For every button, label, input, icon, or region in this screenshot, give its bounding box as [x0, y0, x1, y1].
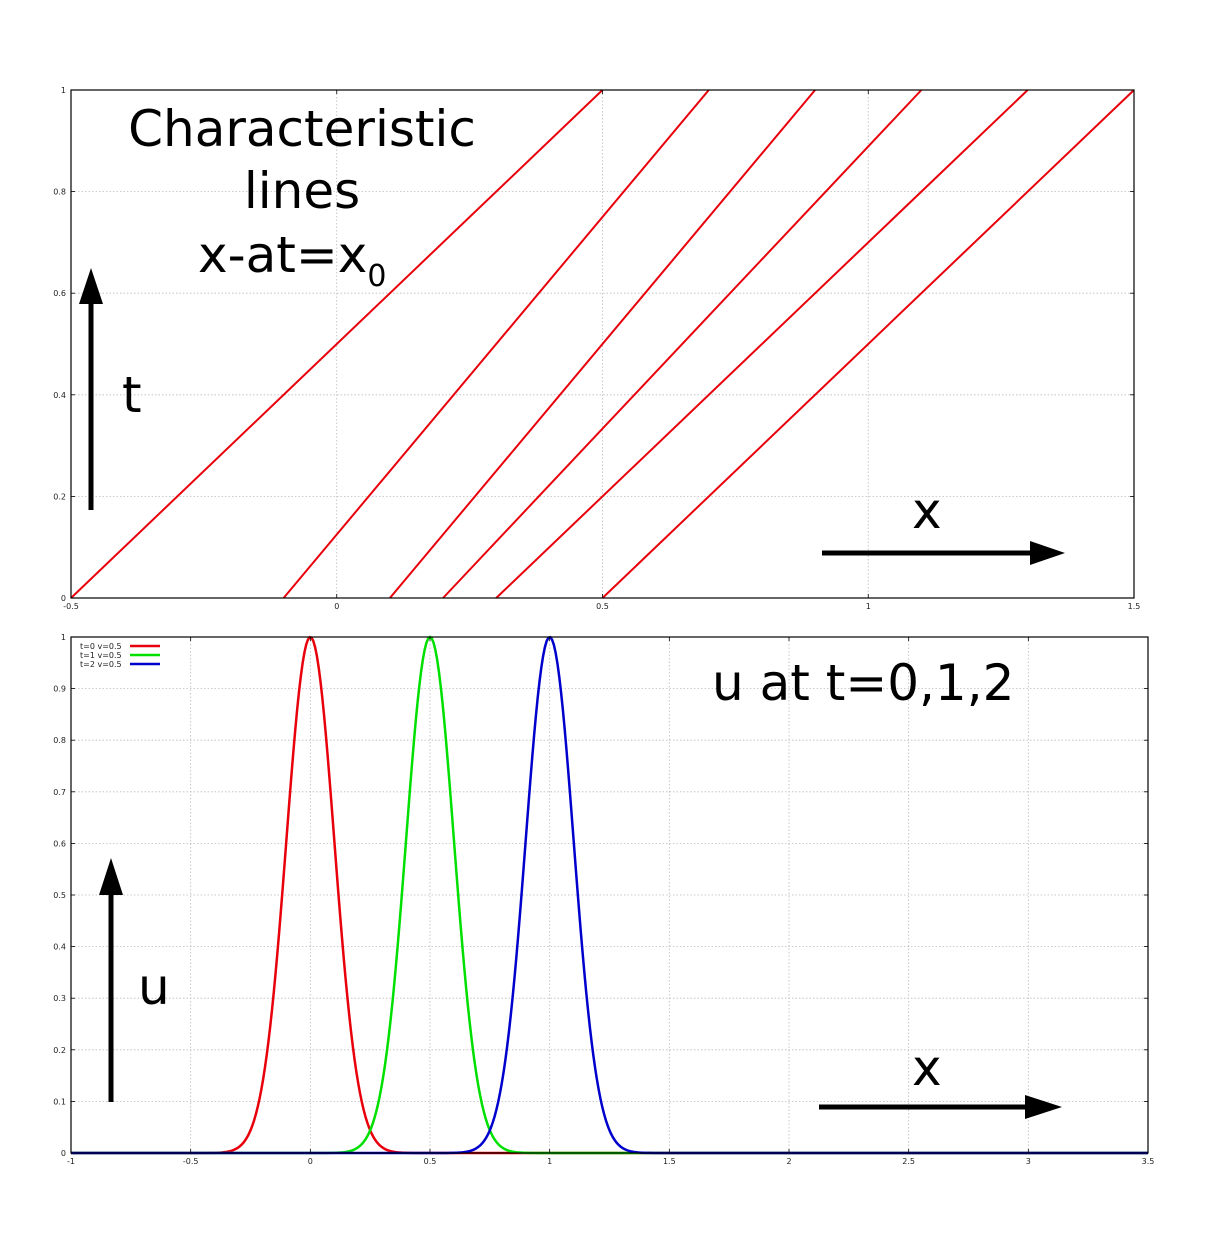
bottom-x-tick-label: 2.5: [902, 1157, 915, 1166]
characteristic-line-1: [70, 89, 604, 599]
bottom-x-tick-label: -1: [67, 1157, 75, 1166]
top-y-tick-label: 0.4: [53, 391, 66, 400]
bottom-y-tick-label: 0.2: [53, 1046, 66, 1055]
bottom-heading: u at t=0,1,2: [712, 654, 1014, 712]
top-y-tick-label: 0.2: [53, 492, 66, 501]
bottom-y-tick-label: 0.1: [53, 1097, 66, 1106]
top-x-tick-label: 0.5: [596, 602, 609, 611]
top-heading-line2: lines: [244, 162, 360, 220]
legend-label-2: t=1 v=0.5: [80, 651, 122, 660]
top-x-tick-label: 1: [866, 602, 871, 611]
top-x-tick-label: -0.5: [63, 602, 79, 611]
legend-label-1: t=0 v=0.5: [80, 642, 122, 651]
equation-main: x-at=x: [198, 226, 367, 284]
characteristic-line-6: [601, 89, 1135, 599]
equation-subscript: 0: [367, 259, 386, 294]
characteristic-line-4: [442, 89, 923, 599]
bottom-y-tick-label: 0: [61, 1149, 66, 1158]
bottom-x-tick-label: 0.5: [424, 1157, 437, 1166]
u-arrow-label: u: [138, 958, 170, 1016]
bottom-y-tick-label: 0.3: [53, 994, 66, 1003]
bottom-y-tick-label: 0.9: [53, 685, 66, 694]
bottom-x-tick-label: 0: [308, 1157, 313, 1166]
x-arrow-icon-top: [822, 541, 1065, 565]
top-y-tick-label: 1: [61, 86, 66, 95]
bottom-x-tick-label: 3.5: [1142, 1157, 1155, 1166]
bottom-y-tick-label: 1: [61, 633, 66, 642]
characteristic-line-5: [495, 89, 1029, 599]
bottom-y-tick-label: 0.5: [53, 891, 66, 900]
x-arrow-label-bottom: x: [912, 1039, 942, 1097]
top-y-tick-label: 0.8: [53, 188, 66, 197]
top-y-tick-label: 0: [61, 594, 66, 603]
bottom-y-tick-label: 0.8: [53, 736, 66, 745]
bottom-y-tick-label: 0.7: [53, 788, 66, 797]
bottom-y-tick-label: 0.4: [53, 943, 66, 952]
bottom-x-tick-label: 3: [1026, 1157, 1031, 1166]
legend: t=0 v=0.5t=1 v=0.5t=2 v=0.5: [80, 642, 160, 669]
characteristic-line-3: [389, 89, 816, 599]
bottom-y-tick-label: 0.6: [53, 839, 66, 848]
bottom-x-tick-label: -0.5: [183, 1157, 199, 1166]
t-arrow-icon: [79, 268, 103, 510]
top-equation: x-at=x0: [198, 226, 386, 294]
x-arrow-icon-bottom: [819, 1095, 1062, 1119]
top-y-tick-label: 0.6: [53, 289, 66, 298]
characteristic-line-2: [282, 89, 710, 599]
top-x-tick-label: 1.5: [1128, 602, 1141, 611]
legend-label-3: t=2 v=0.5: [80, 660, 122, 669]
characteristic-lines-chart: -0.5 0 0.5 1 1.500.20.40.60.81 Characteristi…: [53, 86, 1140, 611]
top-x-tick-label: 0: [334, 602, 339, 611]
bottom-x-tick-label: 1: [547, 1157, 552, 1166]
x-arrow-label-top: x: [912, 482, 942, 540]
bottom-x-tick-label: 2: [786, 1157, 791, 1166]
u-profiles-chart: -1 -0.5 0 0.5 1 1.5 2 2.5 3 3.5 0 0.1 0.2 0.3 0.4 0.5 0.…: [53, 633, 1154, 1166]
top-heading-line1: Characteristic: [128, 100, 476, 158]
u-arrow-icon: [99, 858, 123, 1102]
bottom-x-tick-label: 1.5: [663, 1157, 676, 1166]
t-arrow-label: t: [122, 366, 142, 424]
